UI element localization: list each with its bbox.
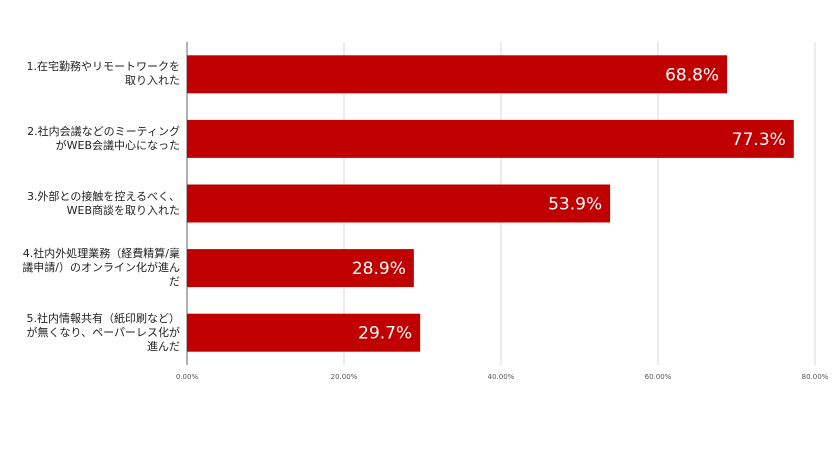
value-label: 68.8% — [665, 65, 719, 85]
x-tick-label: 60.00% — [645, 373, 672, 381]
category-label: 1.在宅勤務やリモートワークを取り入れた — [26, 60, 181, 88]
category-label: 3.外部との接触を控えるべく、WEB商談を取り入れた — [26, 189, 180, 217]
value-label: 28.9% — [352, 259, 406, 279]
bar — [187, 119, 794, 158]
value-label: 77.3% — [732, 130, 786, 150]
bar — [187, 313, 421, 352]
category-label: 2.社内会議などのミーティングがWEB会議中心になった — [27, 124, 180, 152]
x-tick-label: 0.00% — [176, 373, 199, 381]
value-label: 29.7% — [358, 324, 412, 344]
bar — [187, 184, 611, 223]
x-tick-label: 80.00% — [802, 373, 829, 381]
category-label: 5.社内情報共有（紙印刷など）が無くなり、ペーパーレス化が進んだ — [26, 311, 181, 353]
x-tick-label: 20.00% — [331, 373, 358, 381]
bar — [187, 249, 414, 288]
bar — [187, 55, 728, 94]
category-label: 4.社内外処理業務（経費精算/稟議申請/）のオンライン化が進んだ — [22, 247, 180, 289]
value-label: 53.9% — [548, 195, 602, 215]
x-tick-label: 40.00% — [488, 373, 515, 381]
